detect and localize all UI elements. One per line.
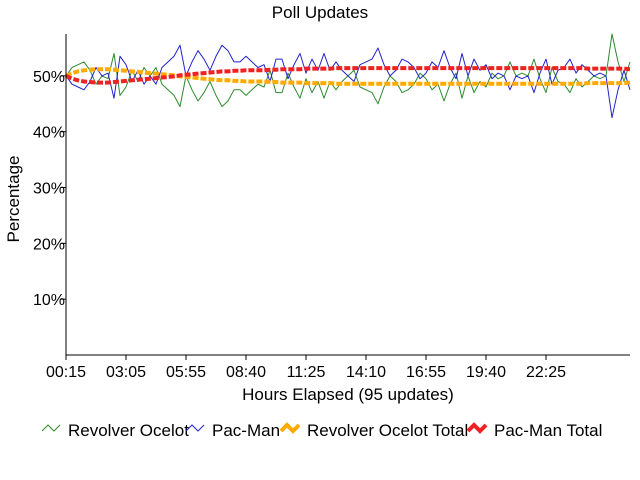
legend: Revolver Ocelot Pac-Man Revolver Ocelot To… [41,421,602,440]
legend-label-1: Pac-Man [212,421,280,440]
x-axis-label: Hours Elapsed (95 updates) [242,385,454,404]
x-tick-label: 08:40 [226,364,266,381]
x-tick-label: 14:10 [346,364,386,381]
y-tick-label: 10% [33,292,65,309]
series-layer [65,33,631,119]
series-line-1 [65,44,631,119]
y-tick-label: 20% [33,236,65,253]
axes [65,34,630,356]
legend-swatch-2 [279,422,301,434]
legend-swatch-1 [185,424,205,432]
series-line-2 [65,67,631,86]
legend-label-3: Pac-Man Total [494,421,602,440]
x-tick-label: 03:05 [106,364,146,381]
series-line-0 [65,33,631,108]
legend-swatch-3 [466,422,488,434]
x-tick-label: 11:25 [287,364,326,381]
x-tick-label: 05:55 [166,364,206,381]
y-axis-label: Percentage [4,156,23,243]
x-tick-label: 19:40 [466,364,506,381]
chart-title: Poll Updates [272,3,368,22]
legend-label-0: Revolver Ocelot [68,421,189,440]
y-tick-label: 40% [33,125,65,142]
x-tick-label: 22:25 [526,364,566,381]
legend-label-2: Revolver Ocelot Total [307,421,468,440]
legend-swatch-0 [41,424,61,432]
x-tick-label: 16:55 [406,364,446,381]
x-tick-label: 00:15 [46,364,86,381]
series-line-3 [65,66,631,85]
ticks: 10% 20% 30% 40% 50% 00:15 03:05 05:55 08:40 11:25… [33,69,566,381]
y-tick-label: 50% [33,69,65,86]
y-tick-label: 30% [33,181,65,198]
